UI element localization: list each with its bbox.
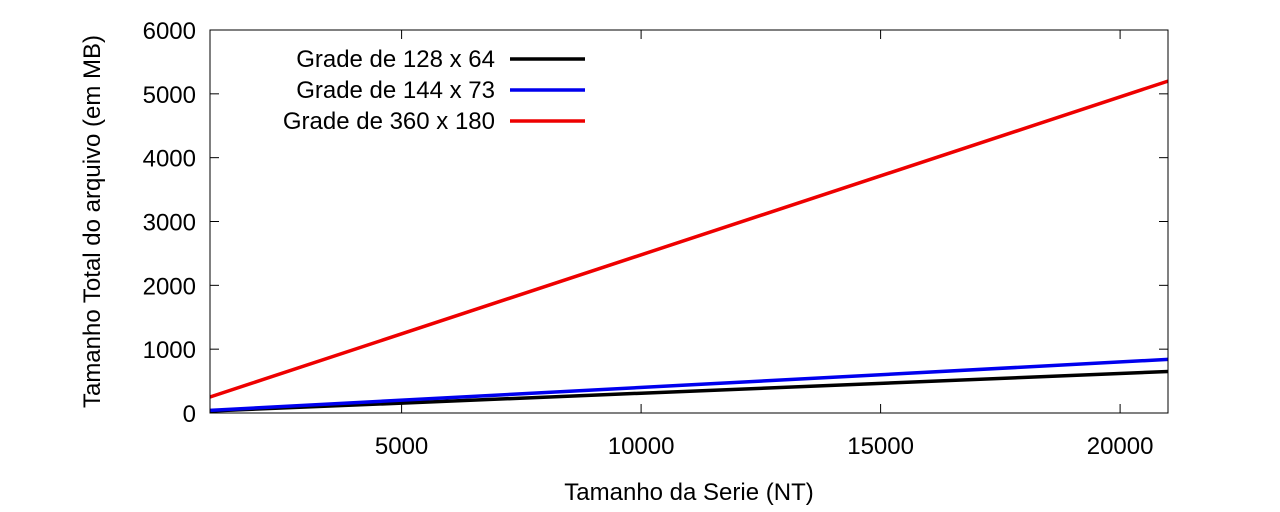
x-axis-title: Tamanho da Serie (NT) [564, 479, 813, 506]
y-tick-label: 2000 [143, 273, 196, 300]
x-axis-tick-labels: 5000 10000 15000 20000 [375, 433, 1154, 460]
series-line [209, 79, 1169, 399]
y-tick-label: 0 [183, 401, 196, 428]
legend-item: Grade de 128 x 64 [296, 46, 585, 73]
x-tick-label: 10000 [608, 433, 675, 460]
legend-label: Grade de 144 x 73 [296, 77, 495, 104]
y-tick-label: 4000 [143, 146, 196, 173]
legend-item: Grade de 360 x 180 [283, 108, 585, 135]
y-axis-title: Tamanho Total do arquivo (em MB) [79, 35, 106, 408]
series-line [209, 357, 1169, 413]
legend-label: Grade de 360 x 180 [283, 108, 495, 135]
legend-item: Grade de 144 x 73 [296, 77, 585, 104]
series-line [209, 369, 1169, 413]
y-tick-label: 5000 [143, 82, 196, 109]
y-tick-label: 3000 [143, 210, 196, 237]
x-tick-label: 5000 [375, 433, 428, 460]
y-tick-label: 6000 [143, 18, 196, 45]
y-axis-ticks [210, 29, 1168, 414]
legend-label: Grade de 128 x 64 [296, 46, 495, 73]
x-tick-label: 20000 [1087, 433, 1154, 460]
legend: Grade de 128 x 64 Grade de 144 x 73 Grade … [283, 46, 585, 135]
y-axis-tick-labels: 0 1000 2000 3000 4000 5000 6000 [143, 18, 196, 428]
y-tick-label: 1000 [143, 337, 196, 364]
x-axis-ticks [401, 30, 1121, 413]
x-tick-label: 15000 [847, 433, 914, 460]
plot-lines [209, 79, 1169, 413]
